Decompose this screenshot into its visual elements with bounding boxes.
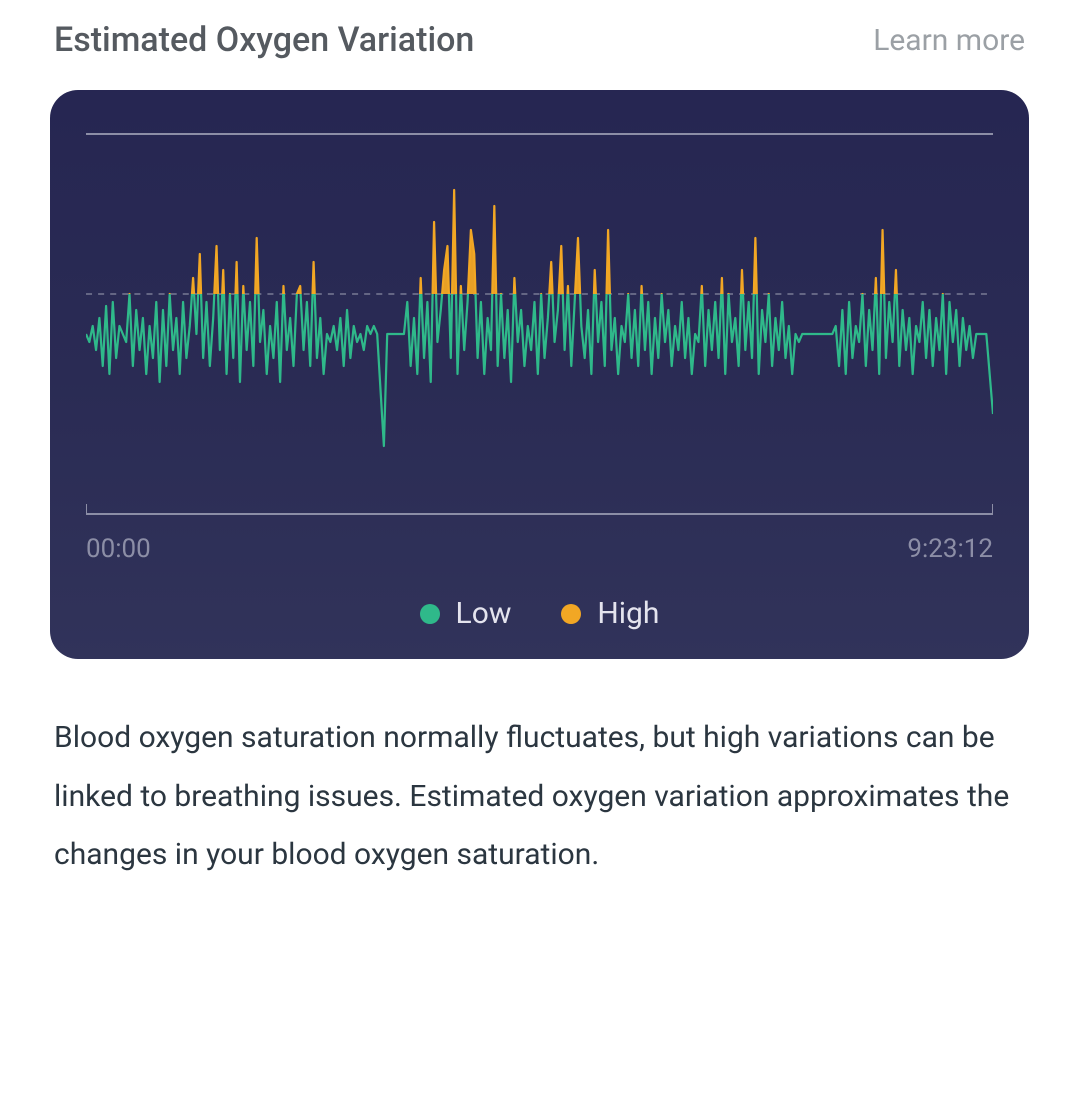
waveform-chart (86, 126, 993, 526)
chart-area (86, 126, 993, 526)
chart-legend: Low High (86, 596, 993, 631)
legend-label-low: Low (456, 596, 512, 631)
legend-dot-low (420, 604, 440, 624)
time-start-label: 00:00 (86, 534, 151, 564)
legend-label-high: High (597, 596, 659, 631)
learn-more-link[interactable]: Learn more (873, 23, 1025, 58)
time-axis-labels: 00:00 9:23:12 (86, 534, 993, 564)
oxygen-variation-chart-card: 00:00 9:23:12 Low High (50, 90, 1029, 659)
legend-dot-high (561, 604, 581, 624)
page-title: Estimated Oxygen Variation (54, 20, 474, 60)
header: Estimated Oxygen Variation Learn more (50, 20, 1029, 60)
legend-item-high: High (561, 596, 659, 631)
time-end-label: 9:23:12 (907, 534, 993, 564)
description-text: Blood oxygen saturation normally fluctua… (50, 709, 1029, 885)
legend-item-low: Low (420, 596, 512, 631)
